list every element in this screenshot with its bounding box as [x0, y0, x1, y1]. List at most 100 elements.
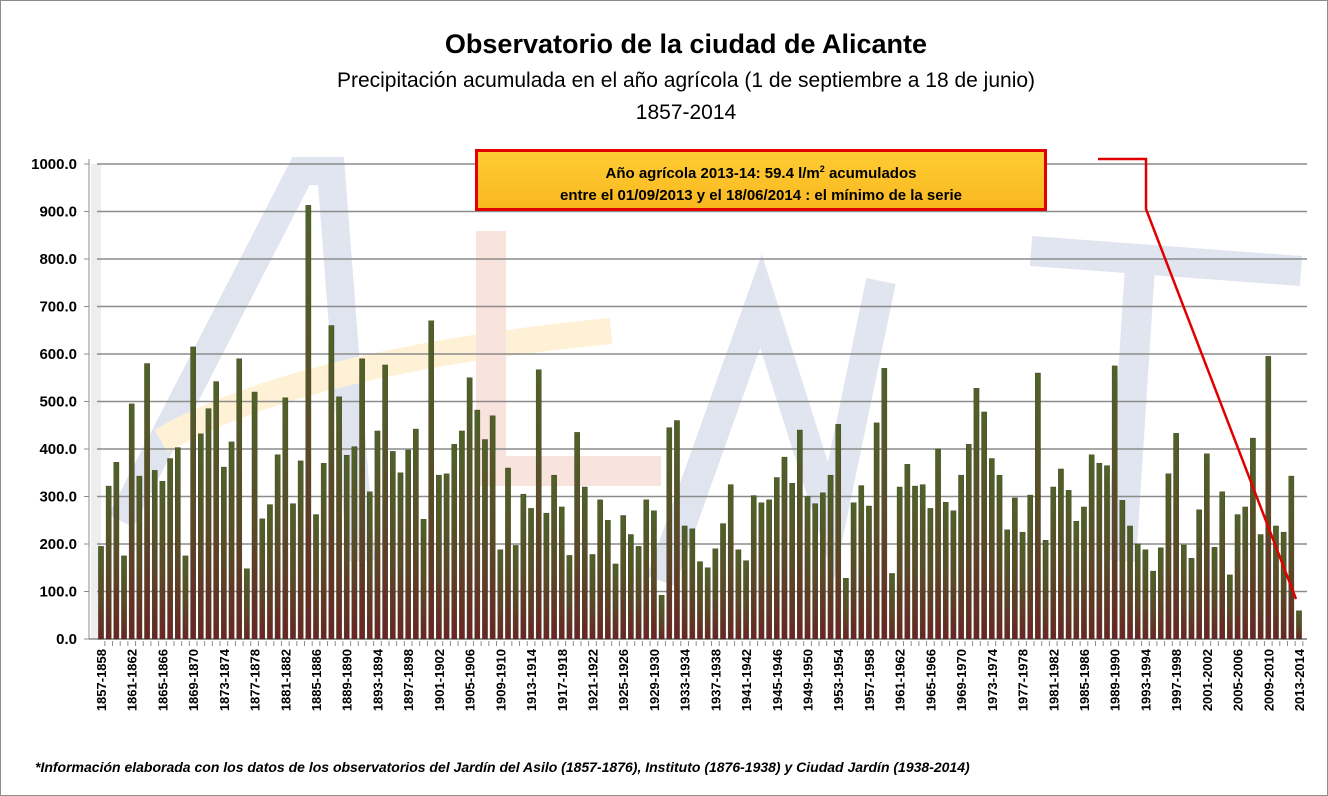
annotation-pointer-line — [1098, 157, 1298, 600]
x-tick-label: 1965-1966 — [923, 649, 938, 711]
bar — [466, 377, 473, 640]
bar — [996, 474, 1003, 640]
bar — [950, 510, 957, 640]
bar — [904, 464, 911, 640]
plot-side-wall — [91, 164, 101, 639]
bar — [474, 409, 481, 640]
bar — [443, 473, 450, 640]
x-tick-label: 1905-1906 — [463, 649, 478, 711]
bar — [620, 515, 627, 640]
bar — [781, 456, 788, 640]
bar — [136, 475, 143, 640]
bar — [635, 546, 642, 640]
bar — [1188, 558, 1195, 640]
bar — [958, 474, 964, 640]
bar — [681, 525, 688, 640]
bar — [1119, 500, 1126, 640]
x-tick-label: 1893-1894 — [370, 648, 385, 711]
bar — [1150, 570, 1156, 640]
bar — [359, 358, 365, 640]
bar — [1019, 531, 1026, 640]
x-tick-label: 1945-1946 — [770, 649, 785, 711]
x-tick-label: 1917-1918 — [555, 649, 570, 711]
bar — [820, 492, 826, 640]
bar — [1111, 365, 1118, 640]
x-tick-label: 1953-1954 — [831, 648, 846, 711]
bar — [735, 549, 742, 640]
bar — [1196, 509, 1202, 640]
bar — [1088, 454, 1095, 640]
bar — [912, 485, 918, 640]
bar — [843, 578, 849, 640]
bar — [1227, 574, 1233, 640]
y-tick-label: 800.0 — [39, 251, 77, 268]
bar — [320, 463, 327, 640]
bar — [789, 483, 795, 640]
bar — [965, 444, 972, 640]
x-tick-label: 2001-2002 — [1200, 649, 1215, 711]
y-tick-label: 600.0 — [39, 346, 77, 363]
chart-title: Observatorio de la ciudad de Alicante — [444, 29, 928, 59]
bar — [221, 466, 227, 640]
y-tick-label: 500.0 — [39, 394, 77, 411]
chart-period: 1857-2014 — [635, 101, 737, 124]
bar — [420, 519, 427, 640]
bar — [98, 546, 104, 640]
bar — [366, 491, 373, 640]
x-tick-label: 2005-2006 — [1231, 649, 1246, 711]
y-tick-label: 1000.0 — [31, 156, 77, 173]
bar — [589, 554, 596, 640]
bar — [290, 503, 296, 640]
bar — [343, 454, 350, 640]
bar — [374, 430, 381, 640]
bar — [543, 512, 550, 640]
x-tick-label: 1909-1910 — [493, 649, 508, 711]
x-tick-label: 1973-1974 — [985, 648, 1000, 711]
x-tick-label: 1937-1938 — [708, 649, 723, 711]
y-tick-label: 200.0 — [39, 536, 77, 553]
bar — [1257, 534, 1264, 640]
bar — [766, 499, 772, 640]
bar — [674, 420, 680, 640]
bar — [804, 496, 811, 640]
bar — [605, 520, 611, 640]
bar — [1296, 610, 1302, 640]
bar — [297, 460, 304, 640]
x-tick-label: 1869-1870 — [186, 649, 201, 711]
bar — [566, 555, 573, 640]
bar — [689, 528, 696, 640]
bar — [190, 346, 196, 640]
x-tick-label: 1933-1934 — [678, 648, 693, 711]
chart-subtitle: Precipitación acumulada en el año agríco… — [336, 69, 1036, 92]
bar — [1181, 544, 1187, 640]
bar — [697, 561, 703, 640]
bar — [390, 451, 396, 640]
bar — [459, 430, 465, 640]
x-tick-label: 1961-1962 — [893, 649, 908, 711]
bar — [1058, 468, 1064, 640]
bar — [628, 534, 634, 640]
bar — [827, 474, 834, 640]
bar — [489, 415, 496, 640]
bar — [1219, 491, 1226, 640]
bar — [1027, 494, 1034, 640]
bar — [743, 560, 749, 640]
bar — [336, 396, 342, 640]
bar — [1165, 473, 1172, 640]
bar — [651, 510, 657, 640]
bar — [750, 495, 757, 640]
y-tick-label: 900.0 — [39, 204, 77, 221]
bar — [198, 433, 204, 640]
bar — [758, 502, 765, 640]
bar — [1242, 506, 1249, 640]
bar — [889, 573, 895, 640]
bar — [1273, 525, 1279, 640]
bar — [1004, 529, 1010, 640]
bar — [1081, 506, 1087, 640]
bar — [989, 458, 995, 640]
bar — [858, 485, 865, 640]
bar — [1288, 475, 1295, 640]
bar — [773, 477, 780, 640]
